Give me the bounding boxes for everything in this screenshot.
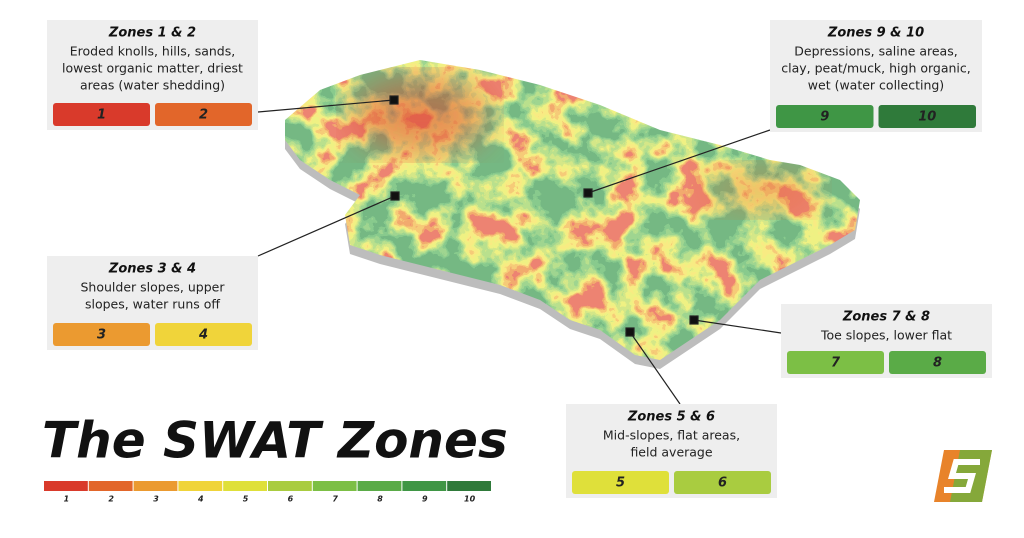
zone-badge-label: 3	[97, 328, 106, 343]
callout-text: field average	[630, 445, 712, 460]
legend: 1 2 3 4 5 6 7 8 9 10	[44, 481, 491, 504]
legend-label: 5	[243, 495, 249, 504]
legend-swatch	[357, 481, 402, 491]
legend-label: 9	[422, 495, 428, 504]
callout-text: areas (water shedding)	[80, 78, 225, 93]
callout-text: Toe slopes, lower flat	[820, 328, 952, 343]
zone-badge	[572, 471, 669, 494]
callout-title: Zones 3 & 4	[108, 262, 196, 277]
zone-badge-label: 8	[933, 356, 942, 371]
zone-badge-label: 9	[820, 110, 829, 125]
legend-label: 3	[153, 495, 159, 504]
callout-title: Zones 1 & 2	[108, 26, 196, 41]
callout-text: slopes, water runs off	[85, 297, 220, 312]
callout-text: Shoulder slopes, upper	[81, 280, 226, 295]
zone-badge-label: 2	[199, 108, 208, 123]
title: The SWAT Zones	[42, 412, 508, 470]
callout-text: lowest organic matter, driest	[62, 61, 243, 76]
legend-swatch	[268, 481, 312, 491]
callout-title: Zones 5 & 6	[627, 410, 715, 425]
legend-swatch	[312, 481, 357, 491]
zone-badge-label: 5	[616, 476, 625, 491]
legend-label: 4	[197, 495, 204, 504]
zone-badge	[787, 351, 884, 374]
zone-badge-label: 4	[198, 328, 208, 343]
callout-title: Zones 7 & 8	[842, 310, 930, 325]
legend-swatch	[402, 481, 447, 491]
legend-swatch	[447, 481, 491, 491]
legend-label: 2	[108, 495, 114, 504]
legend-swatch	[44, 481, 88, 491]
callout-title: Zones 9 & 10	[827, 26, 924, 41]
zone-badge	[776, 105, 874, 128]
zone-badge-label: 1	[97, 108, 106, 123]
zone-badge	[155, 323, 252, 346]
callout-text: Mid-slopes, flat areas,	[603, 428, 740, 443]
legend-label: 10	[464, 495, 476, 504]
zone-badge	[889, 351, 986, 374]
zone-badge-label: 6	[718, 476, 727, 491]
legend-label: 1	[64, 495, 70, 504]
callouts: Zones 1 & 2 Eroded knolls, hills, sands, l…	[47, 20, 992, 498]
callout-text: clay, peat/muck, high organic,	[781, 61, 971, 76]
legend-label: 7	[332, 495, 338, 504]
callout-text: Eroded knolls, hills, sands,	[70, 44, 235, 59]
legend-swatch	[178, 481, 223, 491]
legend-swatch	[223, 481, 267, 491]
zone-badge-label: 10	[918, 110, 936, 125]
logo	[934, 450, 992, 502]
legend-swatch	[133, 481, 178, 491]
legend-label: 8	[377, 495, 383, 504]
zone-badge-label: 7	[831, 356, 841, 371]
zone-badge	[878, 105, 976, 128]
legend-swatch	[88, 481, 133, 491]
zone-badge	[53, 323, 150, 346]
zone-badge	[155, 103, 252, 126]
legend-label: 6	[288, 495, 294, 504]
leader-lines	[257, 95, 782, 405]
callout-text: Depressions, saline areas,	[794, 44, 957, 59]
callout-text: wet (water collecting)	[808, 78, 944, 93]
zone-badge	[674, 471, 771, 494]
zone-badge	[53, 103, 150, 126]
